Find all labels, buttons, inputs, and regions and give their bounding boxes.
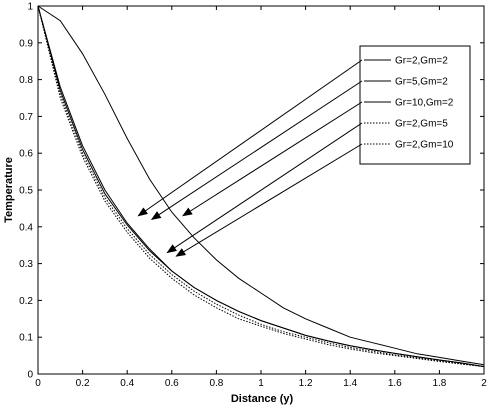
x-tick-label: 1.6 <box>388 378 402 389</box>
y-tick-label: 0.1 <box>19 333 33 344</box>
x-tick-label: 1.8 <box>432 378 446 389</box>
x-tick-label: 0 <box>35 378 41 389</box>
legend-label-gr-2-gm-5: Gr=2,Gm=5 <box>395 119 448 130</box>
y-tick-label: 0.9 <box>19 38 33 49</box>
ticks-layer: 0 0.2 0.4 0.6 0.8 1 1.2 1.4 1.6 1.8 2 0 0.1 0.2 0.3 0.4… <box>19 2 487 390</box>
x-tick-label: 1 <box>258 378 264 389</box>
x-tick-label: 1.4 <box>343 378 357 389</box>
series-line-gr-10-gm-2 <box>37 5 485 366</box>
series-line-gr-2-gm-10 <box>37 5 485 368</box>
annotation-arrow-gr-10-gm-2 <box>182 101 363 217</box>
y-tick-label: 0 <box>27 370 33 381</box>
annotation-arrow-gr-2-gm-10 <box>175 143 363 257</box>
y-tick-label: 0.2 <box>19 296 33 307</box>
x-tick-label: 0.6 <box>165 378 179 389</box>
series-line-gr-5-gm-2 <box>37 5 485 368</box>
legend: Gr=2,Gm=2 Gr=5,Gm=2 Gr=10,Gm=2 Gr=2,Gm=5 Gr=… <box>359 45 471 165</box>
y-tick-label: 0.8 <box>19 75 33 86</box>
y-tick-label: 0.7 <box>19 112 33 123</box>
x-tick-label: 0.2 <box>76 378 90 389</box>
annotation-arrow-gr-5-gm-2 <box>150 80 363 220</box>
y-tick-label: 0.6 <box>19 149 33 160</box>
x-tick-label: 0.8 <box>209 378 223 389</box>
x-tick-label: 2 <box>481 378 487 389</box>
y-tick-label: 0.3 <box>19 259 33 270</box>
x-tick-label: 0.4 <box>120 378 134 389</box>
series-layer <box>37 5 485 368</box>
annotation-arrows <box>137 59 363 257</box>
y-tick-label: 0.5 <box>19 186 33 197</box>
legend-box <box>359 45 471 165</box>
x-axis-title: Distance (y) <box>231 393 294 405</box>
legend-label-gr-10-gm-2: Gr=10,Gm=2 <box>395 98 454 109</box>
annotation-arrow-gr-2-gm-5 <box>166 122 363 254</box>
legend-label-gr-2-gm-2: Gr=2,Gm=2 <box>395 56 448 67</box>
annotation-arrow-gr-2-gm-2 <box>137 59 363 217</box>
y-tick-label: 1 <box>27 2 33 13</box>
legend-label-gr-5-gm-2: Gr=5,Gm=2 <box>395 77 448 88</box>
y-tick-label: 0.4 <box>19 222 33 233</box>
legend-label-gr-2-gm-10: Gr=2,Gm=10 <box>395 140 454 151</box>
series-line-gr-2-gm-5 <box>37 5 485 368</box>
x-tick-label: 1.2 <box>299 378 313 389</box>
y-axis-title: Temperature <box>3 157 15 223</box>
